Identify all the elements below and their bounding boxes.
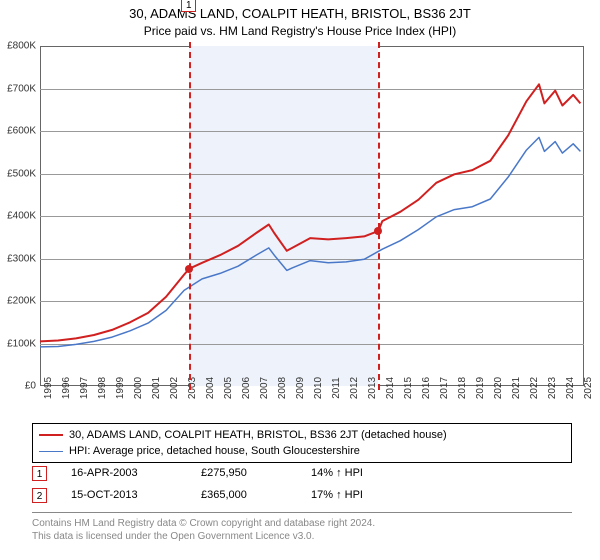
chart-subtitle: Price paid vs. HM Land Registry's House … bbox=[0, 21, 600, 42]
legend-swatch bbox=[39, 451, 63, 452]
marker-row-date: 15-OCT-2013 bbox=[71, 489, 201, 501]
legend-label: 30, ADAMS LAND, COALPIT HEATH, BRISTOL, … bbox=[69, 427, 447, 443]
series-hpi bbox=[40, 137, 580, 347]
marker-row-date: 16-APR-2003 bbox=[71, 467, 201, 479]
marker-row-price: £365,000 bbox=[201, 489, 311, 501]
y-tick-label: £600K bbox=[0, 126, 36, 137]
marker-dot-1 bbox=[185, 265, 193, 273]
legend-row: 30, ADAMS LAND, COALPIT HEATH, BRISTOL, … bbox=[39, 427, 565, 443]
marker-line-1 bbox=[189, 42, 191, 390]
chart-container: 30, ADAMS LAND, COALPIT HEATH, BRISTOL, … bbox=[0, 0, 600, 560]
marker-row-2: 2 15-OCT-2013£365,00017% ↑ HPI bbox=[32, 484, 411, 506]
y-tick-label: £500K bbox=[0, 168, 36, 179]
marker-dot-2 bbox=[374, 227, 382, 235]
markers-table: 1 16-APR-2003£275,95014% ↑ HPI 2 15-OCT-201… bbox=[32, 462, 411, 506]
series-svg bbox=[40, 46, 584, 386]
y-tick-label: £200K bbox=[0, 296, 36, 307]
marker-row-box: 2 bbox=[32, 488, 47, 503]
y-tick-label: £100K bbox=[0, 338, 36, 349]
legend-swatch bbox=[39, 434, 63, 436]
marker-row-price: £275,950 bbox=[201, 467, 311, 479]
marker-row-1: 1 16-APR-2003£275,95014% ↑ HPI bbox=[32, 462, 411, 484]
y-tick-label: £700K bbox=[0, 83, 36, 94]
y-tick-label: £0 bbox=[0, 381, 36, 392]
marker-line-2 bbox=[378, 42, 380, 390]
marker-row-delta: 14% ↑ HPI bbox=[311, 467, 411, 479]
footer-line-1: Contains HM Land Registry data © Crown c… bbox=[32, 517, 572, 530]
y-tick-label: £300K bbox=[0, 253, 36, 264]
marker-box-1: 1 bbox=[181, 0, 196, 12]
marker-row-delta: 17% ↑ HPI bbox=[311, 489, 411, 501]
marker-row-box: 1 bbox=[32, 466, 47, 481]
series-price_paid bbox=[40, 84, 580, 341]
y-tick-label: £400K bbox=[0, 211, 36, 222]
chart-title: 30, ADAMS LAND, COALPIT HEATH, BRISTOL, … bbox=[0, 0, 600, 21]
footer-line-2: This data is licensed under the Open Gov… bbox=[32, 530, 572, 543]
footer-attribution: Contains HM Land Registry data © Crown c… bbox=[32, 512, 572, 543]
legend-label: HPI: Average price, detached house, Sout… bbox=[69, 443, 360, 459]
legend-row: HPI: Average price, detached house, Sout… bbox=[39, 443, 565, 459]
y-tick-label: £800K bbox=[0, 41, 36, 52]
x-tick-label: 2025 bbox=[583, 377, 594, 399]
legend-box: 30, ADAMS LAND, COALPIT HEATH, BRISTOL, … bbox=[32, 423, 572, 463]
chart-plot-area: £0£100K£200K£300K£400K£500K£600K£700K£80… bbox=[40, 46, 584, 386]
